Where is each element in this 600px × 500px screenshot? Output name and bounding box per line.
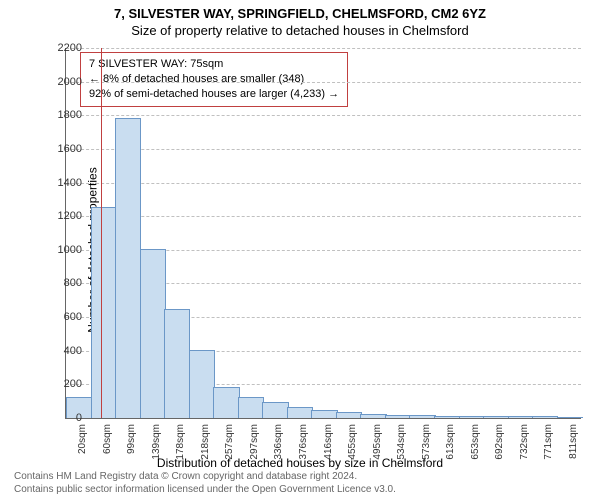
- x-tick-label: 534sqm: [396, 424, 407, 474]
- gridline: [66, 48, 581, 49]
- histogram-bar: [91, 207, 117, 418]
- x-tick-label: 218sqm: [200, 424, 211, 474]
- histogram-bar: [189, 350, 215, 418]
- x-tick-label: 297sqm: [249, 424, 260, 474]
- histogram-bar: [213, 387, 239, 418]
- gridline: [66, 149, 581, 150]
- y-tick-label: 200: [52, 378, 82, 390]
- x-tick-label: 692sqm: [494, 424, 505, 474]
- y-tick-label: 1800: [52, 109, 82, 121]
- y-tick-label: 1400: [52, 177, 82, 189]
- property-marker-line: [101, 48, 102, 418]
- x-tick-label: 455sqm: [347, 424, 358, 474]
- y-tick-label: 400: [52, 345, 82, 357]
- histogram-bar: [262, 402, 288, 418]
- histogram-bar: [164, 309, 190, 418]
- x-tick-label: 376sqm: [298, 424, 309, 474]
- x-tick-label: 811sqm: [568, 424, 579, 474]
- x-tick-label: 60sqm: [102, 424, 113, 474]
- gridline: [66, 216, 581, 217]
- x-tick-label: 178sqm: [175, 424, 186, 474]
- histogram-bar: [459, 416, 485, 418]
- histogram-bar: [532, 416, 558, 418]
- x-tick-label: 495sqm: [372, 424, 383, 474]
- histogram-bar: [434, 416, 460, 418]
- histogram-bar: [140, 249, 166, 418]
- histogram-bar: [557, 417, 583, 418]
- histogram-bar: [287, 407, 313, 418]
- annotation-line-2: ← 8% of detached houses are smaller (348…: [89, 72, 339, 87]
- gridline: [66, 82, 581, 83]
- x-tick-label: 573sqm: [421, 424, 432, 474]
- x-tick-label: 653sqm: [470, 424, 481, 474]
- y-tick-label: 1600: [52, 143, 82, 155]
- chart-title-sub: Size of property relative to detached ho…: [0, 21, 600, 42]
- annotation-line-1: 7 SILVESTER WAY: 75sqm: [89, 57, 339, 72]
- attribution-line-2: Contains public sector information licen…: [14, 483, 396, 496]
- x-tick-label: 416sqm: [323, 424, 334, 474]
- histogram-bar: [483, 416, 509, 418]
- histogram-bar: [311, 410, 337, 418]
- x-tick-label: 139sqm: [151, 424, 162, 474]
- x-tick-label: 771sqm: [543, 424, 554, 474]
- histogram-bar: [115, 118, 141, 418]
- y-tick-label: 2000: [52, 76, 82, 88]
- histogram-bar: [238, 397, 264, 418]
- histogram-bar: [409, 415, 435, 418]
- y-tick-label: 600: [52, 311, 82, 323]
- histogram-bar: [385, 415, 411, 418]
- histogram-bar: [336, 412, 362, 418]
- y-tick-label: 1000: [52, 244, 82, 256]
- gridline: [66, 183, 581, 184]
- histogram-bar: [508, 416, 534, 418]
- x-tick-label: 20sqm: [77, 424, 88, 474]
- x-tick-label: 336sqm: [273, 424, 284, 474]
- x-tick-label: 613sqm: [445, 424, 456, 474]
- x-tick-label: 732sqm: [519, 424, 530, 474]
- chart-title-main: 7, SILVESTER WAY, SPRINGFIELD, CHELMSFOR…: [0, 0, 600, 21]
- annotation-line-3: 92% of semi-detached houses are larger (…: [89, 87, 339, 102]
- y-tick-label: 1200: [52, 210, 82, 222]
- annotation-box: 7 SILVESTER WAY: 75sqm ← 8% of detached …: [80, 52, 348, 107]
- x-tick-label: 257sqm: [224, 424, 235, 474]
- histogram-bar: [360, 414, 386, 418]
- gridline: [66, 115, 581, 116]
- y-tick-label: 800: [52, 277, 82, 289]
- x-tick-label: 99sqm: [126, 424, 137, 474]
- chart-plot-area: 7 SILVESTER WAY: 75sqm ← 8% of detached …: [65, 48, 581, 419]
- y-tick-label: 2200: [52, 42, 82, 54]
- y-tick-label: 0: [52, 412, 82, 424]
